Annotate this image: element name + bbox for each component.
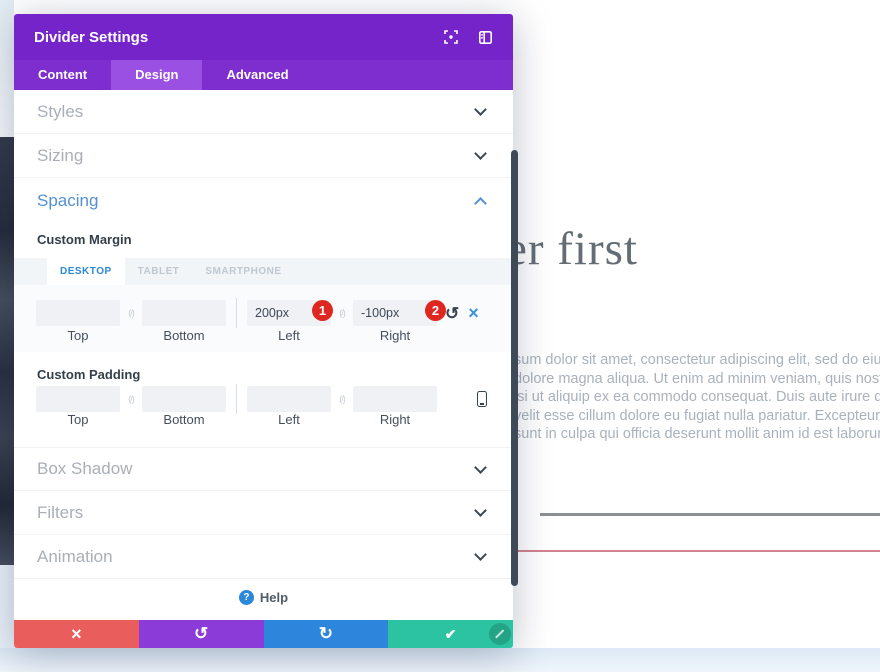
annotation-badge-2: 2 <box>425 300 446 321</box>
modal-tab-bar: Content Design Advanced <box>14 60 513 90</box>
modal-header: Divider Settings <box>14 14 513 60</box>
padding-right-label: Right <box>379 412 411 427</box>
modal-footer: × ↺ ↻ ✔ <box>14 620 513 648</box>
section-sizing[interactable]: Sizing <box>14 134 513 178</box>
modal-scrollbar[interactable] <box>511 150 518 586</box>
tab-design[interactable]: Design <box>111 60 203 90</box>
paragraph-line: sunt in culpa qui officia deserunt molli… <box>514 426 880 443</box>
divider-element-line <box>540 513 880 516</box>
link-values-icon[interactable]: (/) <box>128 394 135 404</box>
undo-icon: ↺ <box>194 624 209 643</box>
paragraph-line: sum dolor sit amet, consectetur adipisci… <box>514 352 880 368</box>
chevron-down-icon <box>474 548 487 561</box>
margin-bottom-input[interactable] <box>142 300 226 326</box>
page-left-edge <box>0 0 14 137</box>
responsive-phone-icon[interactable] <box>477 391 487 407</box>
section-spacing-label: Spacing <box>37 191 99 210</box>
section-filters-label: Filters <box>37 502 84 522</box>
discard-button[interactable]: × <box>14 620 139 648</box>
margin-top-label: Top <box>67 328 89 343</box>
help-icon: ? <box>238 590 254 605</box>
section-box-shadow-label: Box Shadow <box>37 459 133 478</box>
help-label: Help <box>259 590 289 605</box>
padding-bottom-label: Bottom <box>163 412 205 427</box>
dock-modal-icon[interactable] <box>477 29 493 45</box>
section-filters[interactable]: Filters <box>14 491 513 535</box>
custom-padding-label: Custom Padding <box>37 367 141 382</box>
margin-bottom-label: Bottom <box>163 328 205 343</box>
field-group-divider <box>236 384 237 414</box>
modal-resize-handle[interactable] <box>489 623 511 645</box>
margin-top-input[interactable] <box>36 300 120 326</box>
section-styles-label: Styles <box>37 101 84 121</box>
check-icon: ✔ <box>444 625 457 642</box>
device-tab-desktop[interactable]: DESKTOP <box>47 258 125 285</box>
divider-settings-modal: Divider Settings Content Design Advanced… <box>14 14 518 648</box>
link-values-icon[interactable]: (/) <box>128 308 135 318</box>
expand-modal-icon[interactable] <box>443 29 459 45</box>
chevron-down-icon <box>474 147 487 160</box>
annotation-badge-1: 1 <box>312 300 333 321</box>
section-boundary-line <box>500 550 880 552</box>
section-animation-label: Animation <box>37 546 113 566</box>
link-values-icon[interactable]: (/) <box>339 394 346 404</box>
margin-left-label: Left <box>278 328 300 343</box>
field-group-divider <box>236 298 237 328</box>
section-spacing[interactable]: Spacing <box>14 178 513 224</box>
redo-icon: ↻ <box>318 624 333 643</box>
padding-left-input[interactable] <box>247 386 331 412</box>
background-image-strip <box>0 137 14 565</box>
tab-advanced[interactable]: Advanced <box>226 67 289 82</box>
discard-icon: × <box>71 623 82 644</box>
modal-body: Styles Sizing Spacing Custom Margin DESK… <box>14 90 513 620</box>
paragraph-line: isi ut aliquip ex ea commodo consequat. … <box>514 389 880 406</box>
device-tab-bar: DESKTOP TABLET SMARTPHONE <box>14 258 513 285</box>
chevron-down-icon <box>474 504 487 517</box>
chevron-down-icon <box>474 103 487 116</box>
paragraph-line: velit esse cillum dolore eu fugiat nulla… <box>514 407 880 424</box>
link-values-icon[interactable]: (/) <box>339 308 346 318</box>
paragraph-line: dolore magna aliqua. Ut enim ad minim ve… <box>514 370 880 387</box>
margin-right-label: Right <box>379 328 411 343</box>
tab-content[interactable]: Content <box>38 67 88 82</box>
chevron-down-icon <box>474 460 487 474</box>
device-tab-tablet[interactable]: TABLET <box>137 266 180 277</box>
page-heading: er first <box>506 223 638 275</box>
section-box-shadow[interactable]: Box Shadow <box>14 447 513 491</box>
padding-left-label: Left <box>278 412 300 427</box>
padding-top-label: Top <box>67 412 89 427</box>
redo-button[interactable]: ↻ <box>263 620 389 648</box>
margin-right-input[interactable]: -100px <box>353 300 437 326</box>
page-left-edge-bottom <box>0 565 14 672</box>
section-styles[interactable]: Styles <box>14 90 513 134</box>
padding-top-input[interactable] <box>36 386 120 412</box>
section-animation[interactable]: Animation <box>14 535 513 579</box>
page-bottom-gradient <box>0 648 880 672</box>
help-link[interactable]: ? Help <box>14 579 513 616</box>
page-paragraph: sum dolor sit amet, consectetur adipisci… <box>514 351 880 444</box>
padding-right-input[interactable] <box>353 386 437 412</box>
reset-margin-icon[interactable]: ↺ <box>445 303 460 323</box>
modal-title: Divider Settings <box>34 28 149 46</box>
margin-left-value: 200px <box>255 306 290 320</box>
section-sizing-label: Sizing <box>37 145 84 165</box>
padding-bottom-input[interactable] <box>142 386 226 412</box>
device-tab-smartphone[interactable]: SMARTPHONE <box>205 266 282 277</box>
clear-margin-icon[interactable]: × <box>468 303 479 323</box>
chevron-up-icon <box>474 196 487 210</box>
undo-button[interactable]: ↺ <box>138 620 264 648</box>
custom-margin-label: Custom Margin <box>37 232 132 247</box>
margin-right-value: -100px <box>361 306 400 320</box>
